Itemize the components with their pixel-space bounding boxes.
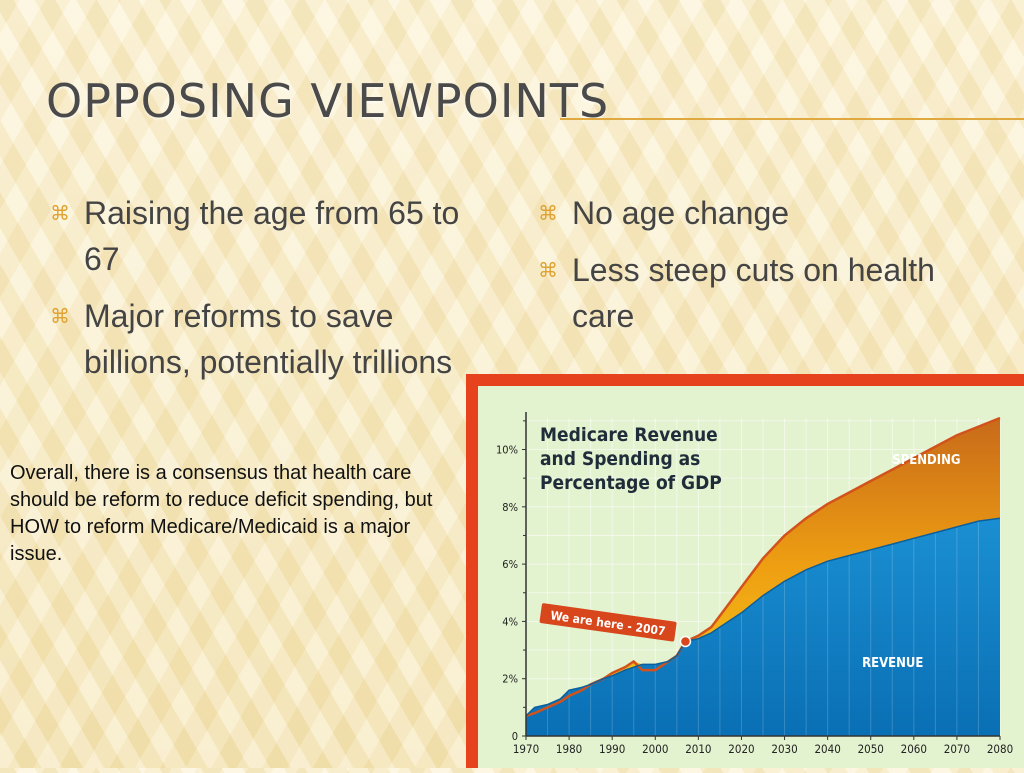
slide-title: OPPOSING VIEWPOINTS — [46, 74, 610, 128]
chart-panel: 0 2% 4% 6% 8% 10% 1970 1980 1990 2000 2010 2020 2030… — [478, 386, 1024, 768]
x-tick-label: 2050 — [858, 742, 884, 756]
revenue-line — [525, 517, 1001, 717]
x-tick-label: 2000 — [642, 742, 668, 756]
bullet-text: No age change — [572, 195, 790, 231]
medicare-chart: 0 2% 4% 6% 8% 10% 1970 1980 1990 2000 2010 2020 2030… — [496, 412, 1013, 756]
annotation-box — [539, 603, 677, 642]
y-tick-label: 0 — [512, 730, 518, 743]
bullet-text: Less steep cuts on health care — [572, 252, 935, 334]
y-tick-label: 4% — [502, 615, 518, 628]
y-tick-label: 2% — [502, 673, 518, 686]
x-tick-label: 1970 — [513, 742, 539, 756]
x-mark-icon: ⌘ — [538, 203, 558, 225]
x-tick-label: 2020 — [728, 742, 754, 756]
x-mark-icon: ⌘ — [50, 203, 70, 225]
y-tick-label: 8% — [502, 501, 518, 514]
x-tick-label: 1990 — [599, 742, 625, 756]
y-tick-label: 10% — [496, 444, 518, 457]
summary-note: Overall, there is a consensus that healt… — [10, 462, 433, 565]
x-tick-label: 2010 — [685, 742, 711, 756]
series-label-revenue: REVENUE — [862, 656, 923, 671]
x-tick-label: 2060 — [901, 742, 927, 756]
annotation-marker — [679, 635, 692, 648]
x-tick-label: 2040 — [814, 742, 840, 756]
chart-frame: 0 2% 4% 6% 8% 10% 1970 1980 1990 2000 2010 2020 2030… — [466, 374, 1024, 768]
x-tick-label: 2030 — [771, 742, 797, 756]
annotation-banner: We are here - 2007 — [539, 603, 677, 642]
left-bullet-list: ⌘ Raising the age from 65 to 67 ⌘ Major … — [46, 190, 496, 396]
series-label-spending: SPENDING — [892, 453, 960, 468]
bullet-item: ⌘ Less steep cuts on health care — [534, 247, 994, 339]
chart-title-line: Medicare Revenue — [540, 424, 718, 446]
revenue-area — [526, 518, 1000, 736]
right-bullet-list: ⌘ No age change ⌘ Less steep cuts on hea… — [534, 190, 994, 350]
y-tick-label: 6% — [502, 558, 518, 571]
bullet-item: ⌘ Raising the age from 65 to 67 — [46, 190, 496, 282]
bullet-item: ⌘ No age change — [534, 190, 994, 236]
chart-title: Medicare Revenue and Spending as Percentag… — [540, 424, 722, 494]
chart-title-line: Percentage of GDP — [540, 472, 722, 494]
bullet-text: Raising the age from 65 to 67 — [84, 195, 460, 277]
chart-title-line: and Spending as — [540, 448, 700, 470]
spending-area — [526, 418, 1000, 716]
bullet-text: Major reforms to save billions, potentia… — [84, 298, 453, 380]
x-tick-label: 1980 — [556, 742, 582, 756]
x-mark-icon: ⌘ — [538, 260, 558, 282]
x-mark-icon: ⌘ — [50, 306, 70, 328]
title-underline — [560, 118, 1024, 120]
x-tick-label: 2080 — [987, 742, 1013, 756]
spending-line — [525, 416, 1001, 718]
x-tick-label: 2070 — [944, 742, 970, 756]
bullet-item: ⌘ Major reforms to save billions, potent… — [46, 293, 496, 385]
